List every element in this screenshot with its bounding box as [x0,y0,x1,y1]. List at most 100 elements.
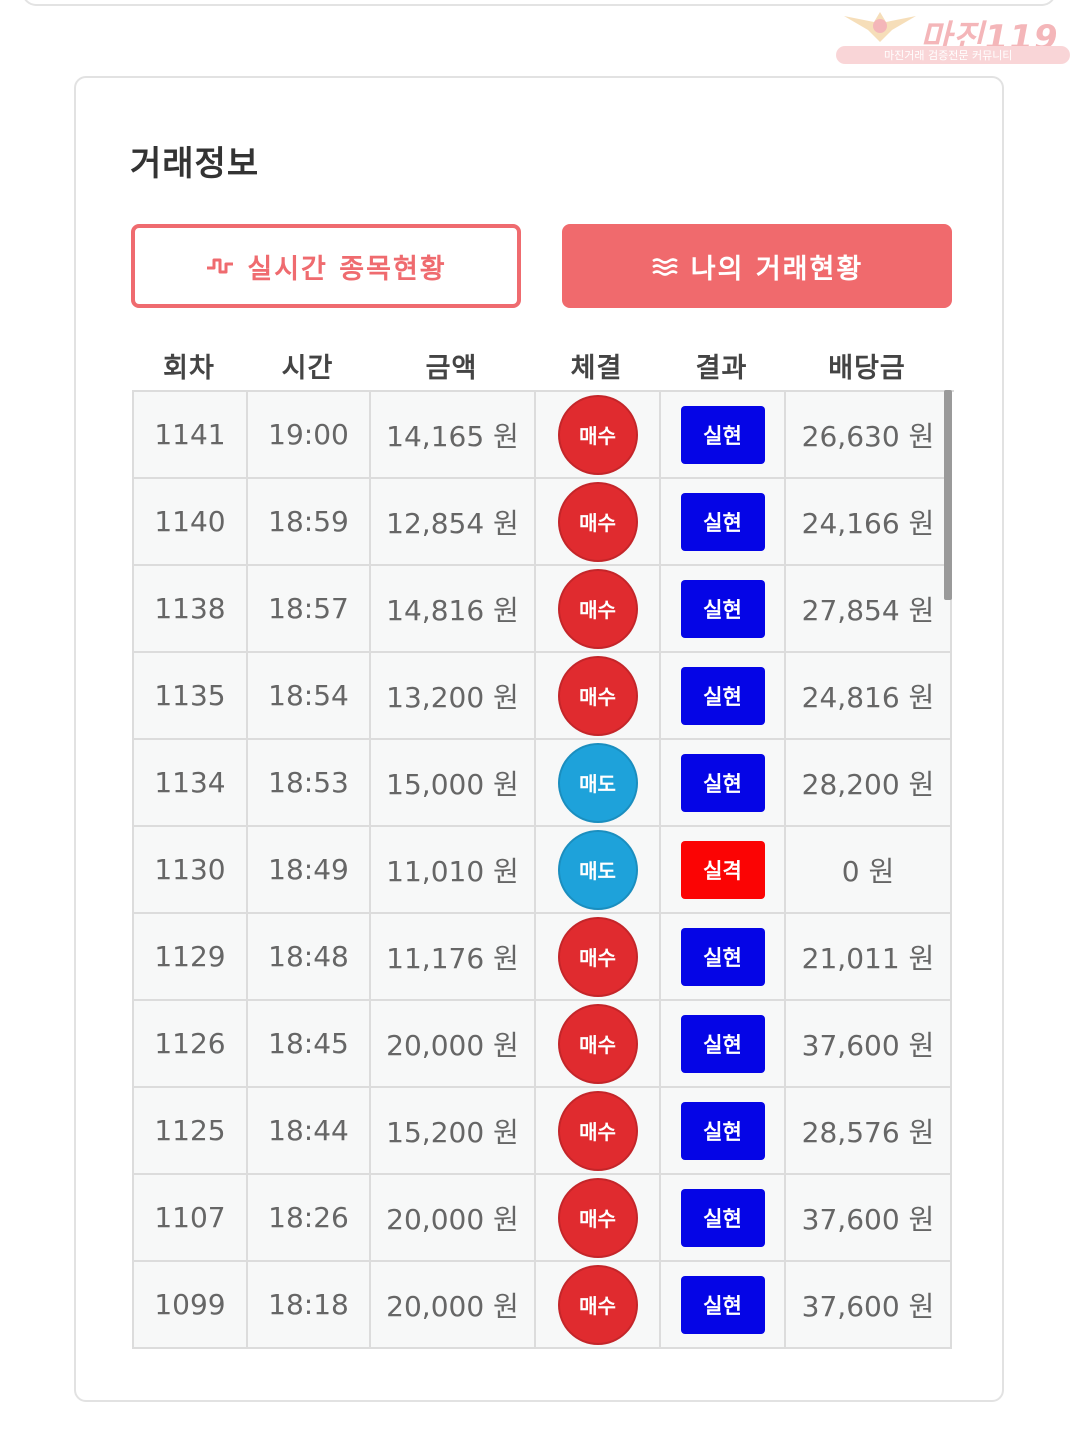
header-time: 시간 [281,352,334,384]
cell-result: 실현 [661,653,786,740]
cell-time: 19:00 [248,392,371,479]
cell-payout: 27,854 원 [786,566,952,653]
result-badge: 실현 [680,579,765,638]
cell-amount: 20,000 원 [371,1262,536,1349]
cell-round: 1125 [134,1088,248,1175]
cell-result: 실현 [661,740,786,827]
execution-badge: 매수 [557,1177,638,1258]
cell-round: 1099 [134,1262,248,1349]
cell-round: 1140 [134,479,248,566]
result-badge: 실현 [680,492,765,551]
cell-round: 1129 [134,914,248,1001]
table-row: 1107 18:26 20,000 원 매수 실현 37,600 원 [134,1175,954,1262]
my-trades-label: 나의 거래현황 [690,253,864,285]
result-badge: 실현 [680,927,765,986]
cell-result: 실현 [661,1175,786,1262]
waves-icon [651,258,678,276]
table-row: 1126 18:45 20,000 원 매수 실현 37,600 원 [134,1001,954,1088]
top-divider [22,0,1056,6]
cell-execution: 매도 [536,740,661,827]
execution-badge: 매도 [557,829,638,910]
execution-badge: 매도 [557,742,638,823]
watermark-subtitle: 마진거래 검증전문 커뮤니티 [884,49,1013,62]
cell-round: 1130 [134,827,248,914]
cell-payout: 26,630 원 [786,392,952,479]
eagle-emblem-icon [844,12,916,42]
execution-badge: 매수 [557,394,638,475]
cell-time: 18:54 [248,653,371,740]
cell-time: 18:59 [248,479,371,566]
cell-execution: 매수 [536,1088,661,1175]
result-badge: 실격 [680,840,765,899]
table-scrollbar[interactable] [944,390,952,600]
cell-payout: 24,166 원 [786,479,952,566]
table-row: 1140 18:59 12,854 원 매수 실현 24,166 원 [134,479,954,566]
cell-execution: 매수 [536,1262,661,1349]
execution-badge: 매수 [557,655,638,736]
header-payout: 배당금 [828,352,906,384]
live-status-label: 실시간 종목현황 [247,253,447,285]
execution-badge: 매수 [557,1003,638,1084]
cell-result: 실현 [661,914,786,1001]
my-trades-button[interactable]: 나의 거래현황 [562,224,952,308]
cell-payout: 37,600 원 [786,1175,952,1262]
cell-execution: 매수 [536,1001,661,1088]
header-result: 결과 [695,352,748,384]
cell-amount: 15,000 원 [371,740,536,827]
cell-round: 1141 [134,392,248,479]
execution-badge: 매수 [557,916,638,997]
execution-badge: 매수 [557,1264,638,1345]
cell-amount: 20,000 원 [371,1175,536,1262]
cell-execution: 매도 [536,827,661,914]
cell-time: 18:53 [248,740,371,827]
cell-payout: 28,200 원 [786,740,952,827]
cell-result: 실격 [661,827,786,914]
result-badge: 실현 [680,1275,765,1334]
table-row: 1141 19:00 14,165 원 매수 실현 26,630 원 [134,392,954,479]
cell-round: 1126 [134,1001,248,1088]
result-badge: 실현 [680,753,765,812]
cell-round: 1134 [134,740,248,827]
table-header: 회차 시간 금액 체결 결과 배당금 [132,340,952,390]
table-row: 1129 18:48 11,176 원 매수 실현 21,011 원 [134,914,954,1001]
cell-amount: 14,165 원 [371,392,536,479]
result-badge: 실현 [680,1188,765,1247]
cell-payout: 37,600 원 [786,1262,952,1349]
cell-execution: 매수 [536,653,661,740]
live-status-button[interactable]: 실시간 종목현황 [131,224,521,308]
table-row: 1099 18:18 20,000 원 매수 실현 37,600 원 [134,1262,954,1349]
cell-round: 1107 [134,1175,248,1262]
cell-amount: 15,200 원 [371,1088,536,1175]
card-title: 거래정보 [130,144,260,184]
header-execution: 체결 [570,352,623,384]
cell-time: 18:49 [248,827,371,914]
cell-time: 18:45 [248,1001,371,1088]
cell-amount: 13,200 원 [371,653,536,740]
table-row: 1130 18:49 11,010 원 매도 실격 0 원 [134,827,954,914]
cell-result: 실현 [661,566,786,653]
result-badge: 실현 [680,1014,765,1073]
cell-time: 18:18 [248,1262,371,1349]
cell-payout: 0 원 [786,827,952,914]
cell-execution: 매수 [536,392,661,479]
header-round: 회차 [163,352,215,384]
cell-payout: 28,576 원 [786,1088,952,1175]
cell-amount: 12,854 원 [371,479,536,566]
result-badge: 실현 [680,1101,765,1160]
result-badge: 실현 [680,405,765,464]
header-amount: 금액 [425,352,478,384]
cell-round: 1135 [134,653,248,740]
watermark-logo: 마진119 마진거래 검증전문 커뮤니티 [836,8,1070,64]
cell-result: 실현 [661,1001,786,1088]
cell-time: 18:26 [248,1175,371,1262]
cell-result: 실현 [661,392,786,479]
table-row: 1134 18:53 15,000 원 매도 실현 28,200 원 [134,740,954,827]
table-row: 1138 18:57 14,816 원 매수 실현 27,854 원 [134,566,954,653]
execution-badge: 매수 [557,481,638,562]
watermark-title: 마진119 [920,18,1059,58]
cell-time: 18:44 [248,1088,371,1175]
table-row: 1125 18:44 15,200 원 매수 실현 28,576 원 [134,1088,954,1175]
execution-badge: 매수 [557,568,638,649]
watermark-band [836,46,1070,64]
cell-result: 실현 [661,1262,786,1349]
